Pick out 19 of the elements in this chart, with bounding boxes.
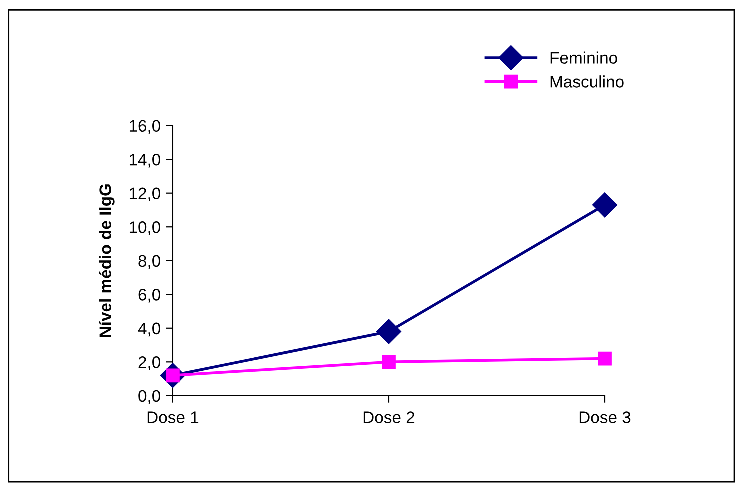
x-tick-label: Dose 3: [580, 412, 631, 424]
y-tick-label: 2,0: [138, 356, 161, 370]
point: [592, 192, 618, 218]
point: [376, 319, 402, 344]
y-tick-label: 6,0: [138, 289, 161, 303]
legend-label: Feminino: [550, 52, 618, 64]
y-tick-label: 16,0: [130, 120, 161, 134]
x-tick-label: Dose 1: [148, 412, 199, 424]
x-tick-label: Dose 2: [364, 412, 415, 424]
y-tick-label: 12,0: [130, 188, 161, 202]
point: [598, 352, 612, 366]
y-tick-label: 14,0: [130, 154, 161, 168]
y-tick-label: 10,0: [130, 222, 161, 236]
y-tick-label: 8,0: [138, 255, 161, 270]
y-axis-title: Nível médio de IlgG: [99, 184, 115, 338]
y-tick-label: 0,0: [138, 390, 161, 404]
legend-label: Masculino: [550, 76, 624, 88]
y-tick-label: 4,0: [138, 322, 161, 337]
point: [382, 355, 396, 370]
